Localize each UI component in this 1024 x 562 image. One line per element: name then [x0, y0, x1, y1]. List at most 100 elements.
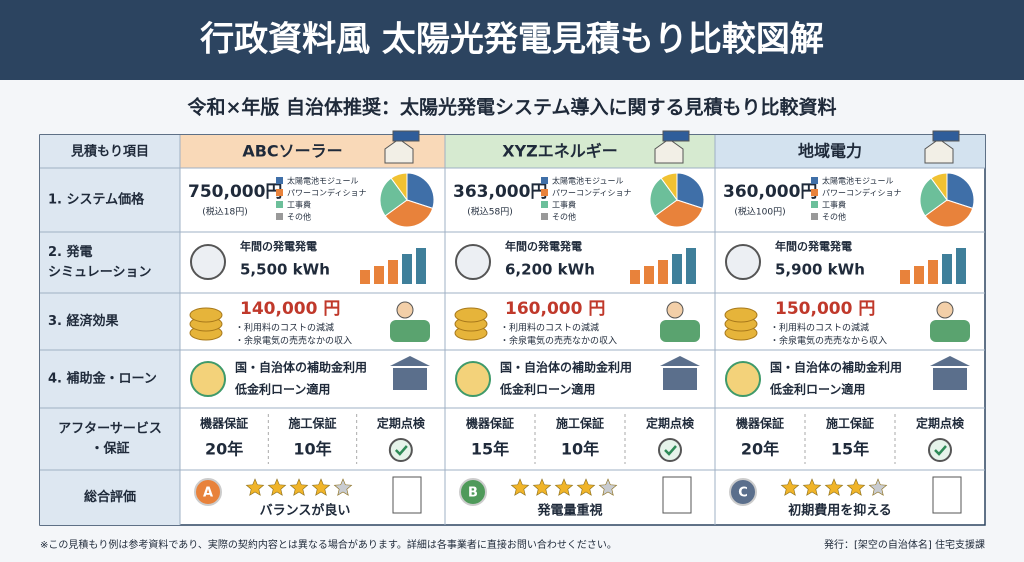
tax-note: (税込18円) [202, 206, 247, 218]
warranty-label: 機器保証 [200, 416, 248, 431]
pie-slice-icon [930, 172, 948, 202]
coin-icon [189, 307, 223, 323]
title: 行政資料風 太陽光発電見積もり比較図解 [200, 20, 824, 60]
legend-label: パワーコンディショナ [552, 188, 631, 198]
warranty-label: 施工保証 [288, 416, 336, 431]
legend-label: パワーコンディショナ [287, 188, 366, 198]
legend-label: パワーコンディショナ [822, 188, 901, 198]
legend-swatch [541, 213, 548, 220]
legend-swatch [541, 201, 548, 208]
comment: 発電量重視 [536, 503, 602, 519]
legend-swatch [276, 189, 283, 196]
company-name: ABCソーラー [242, 142, 342, 161]
subsidy-line: 低金利ローン適用 [234, 382, 330, 397]
star-rating [780, 478, 888, 496]
tax-note: (税込100円) [734, 206, 785, 218]
star [510, 478, 530, 496]
bar-icon [956, 248, 966, 284]
grade: C [738, 486, 748, 501]
star [802, 478, 822, 496]
row-label: 1. システム価格 [48, 192, 145, 208]
star [554, 478, 574, 496]
people-body-icon [660, 320, 700, 342]
bar-icon [416, 248, 426, 284]
legend-swatch [811, 201, 818, 208]
legend-swatch [276, 213, 283, 220]
warranty-label: 施工保証 [556, 416, 604, 431]
saving-note: ・利用料のコストの減減 [770, 322, 869, 334]
people-icon [666, 301, 684, 319]
check-mark [394, 445, 408, 456]
legend-label: その他 [287, 212, 311, 222]
bar-icon [658, 260, 668, 284]
row-label: シミュレーション [48, 265, 151, 280]
star [868, 478, 888, 496]
coin-icon [454, 307, 488, 323]
house-icon [924, 138, 954, 164]
bar-icon [388, 260, 398, 284]
bar-icon [928, 260, 938, 284]
row-label: 4. 補助金・ローン [48, 371, 157, 387]
star [245, 478, 265, 496]
row-label: ・保証 [90, 441, 129, 457]
bar-icon [360, 270, 370, 284]
item-header: 見積もり項目 [70, 144, 149, 160]
saving-amount: 140,000 円 [240, 299, 340, 319]
legend-label: 工事費 [822, 200, 846, 210]
people-icon [396, 301, 414, 319]
star [311, 478, 331, 496]
legend-label: 工事費 [287, 200, 311, 210]
warranty-label: 定期点検 [377, 416, 426, 431]
legend-swatch [276, 201, 283, 208]
pie-slice-icon [390, 172, 408, 202]
subsidy-icon [455, 361, 491, 397]
legend-label: 太陽電池モジュール [822, 176, 893, 186]
document-icon [662, 476, 692, 514]
bar-icon [900, 270, 910, 284]
subsidy-icon [725, 361, 761, 397]
legend-label: 工事費 [552, 200, 576, 210]
saving-note: ・余泉電気の売売なから収入 [770, 335, 887, 347]
comment: 初期費用を抑える [788, 503, 892, 519]
row-label: アフターサービス [58, 421, 162, 437]
company-name: 地域電力 [798, 142, 862, 161]
saving-amount: 150,000 円 [775, 299, 875, 319]
generation-value: 5,900 kWh [775, 261, 865, 279]
star [532, 478, 552, 496]
house-icon [654, 138, 684, 164]
bar-icon [686, 248, 696, 284]
price: 750,000円 [188, 182, 282, 202]
warranty-label: 施工保証 [826, 416, 874, 431]
subsidy-line: 国・自治体の補助金利用 [500, 360, 632, 375]
generation-value: 5,500 kWh [240, 261, 330, 279]
subtitle: 令和×年版 自治体推奨：太陽光発電システム導入に関する見積もり比較資料 [188, 96, 837, 119]
warranty-label: 機器保証 [466, 416, 514, 431]
pie-slice-icon [406, 172, 435, 209]
solar-panel-icon [932, 130, 960, 142]
legend-swatch [811, 189, 818, 196]
people-body-icon [930, 320, 970, 342]
warranty-value: 10年 [561, 440, 599, 459]
subsidy-line: 低金利ローン適用 [499, 382, 595, 397]
solar-panel-icon [392, 130, 420, 142]
warranty-value: 15年 [831, 440, 869, 459]
subsidy-line: 国・自治体の補助金利用 [770, 360, 902, 375]
star [824, 478, 844, 496]
saving-note: ・利用料のコストの減減 [500, 322, 599, 334]
price: 360,000円 [723, 182, 817, 202]
publisher: 発行：[架空の自治体名] 住宅支援課 [824, 538, 985, 551]
comment: バランスが良い [260, 503, 351, 519]
title-bar [0, 0, 1024, 80]
bar-icon [672, 254, 682, 284]
pie-slice-icon [384, 199, 434, 228]
footer-note: ※この見積もり例は参考資料であり、実際の契約内容とは異なる場合があります。詳細は… [40, 538, 617, 551]
pie-slice-icon [946, 172, 975, 209]
bar-icon [630, 270, 640, 284]
subsidy-line: 低金利ローン適用 [769, 382, 865, 397]
saving-note: ・余泉電気の売売なかの収入 [500, 335, 617, 347]
check-icon [928, 438, 952, 462]
generation-label: 年間の発電発電 [240, 239, 317, 253]
row-label: 2. 発電 [48, 244, 93, 260]
star [598, 478, 618, 496]
